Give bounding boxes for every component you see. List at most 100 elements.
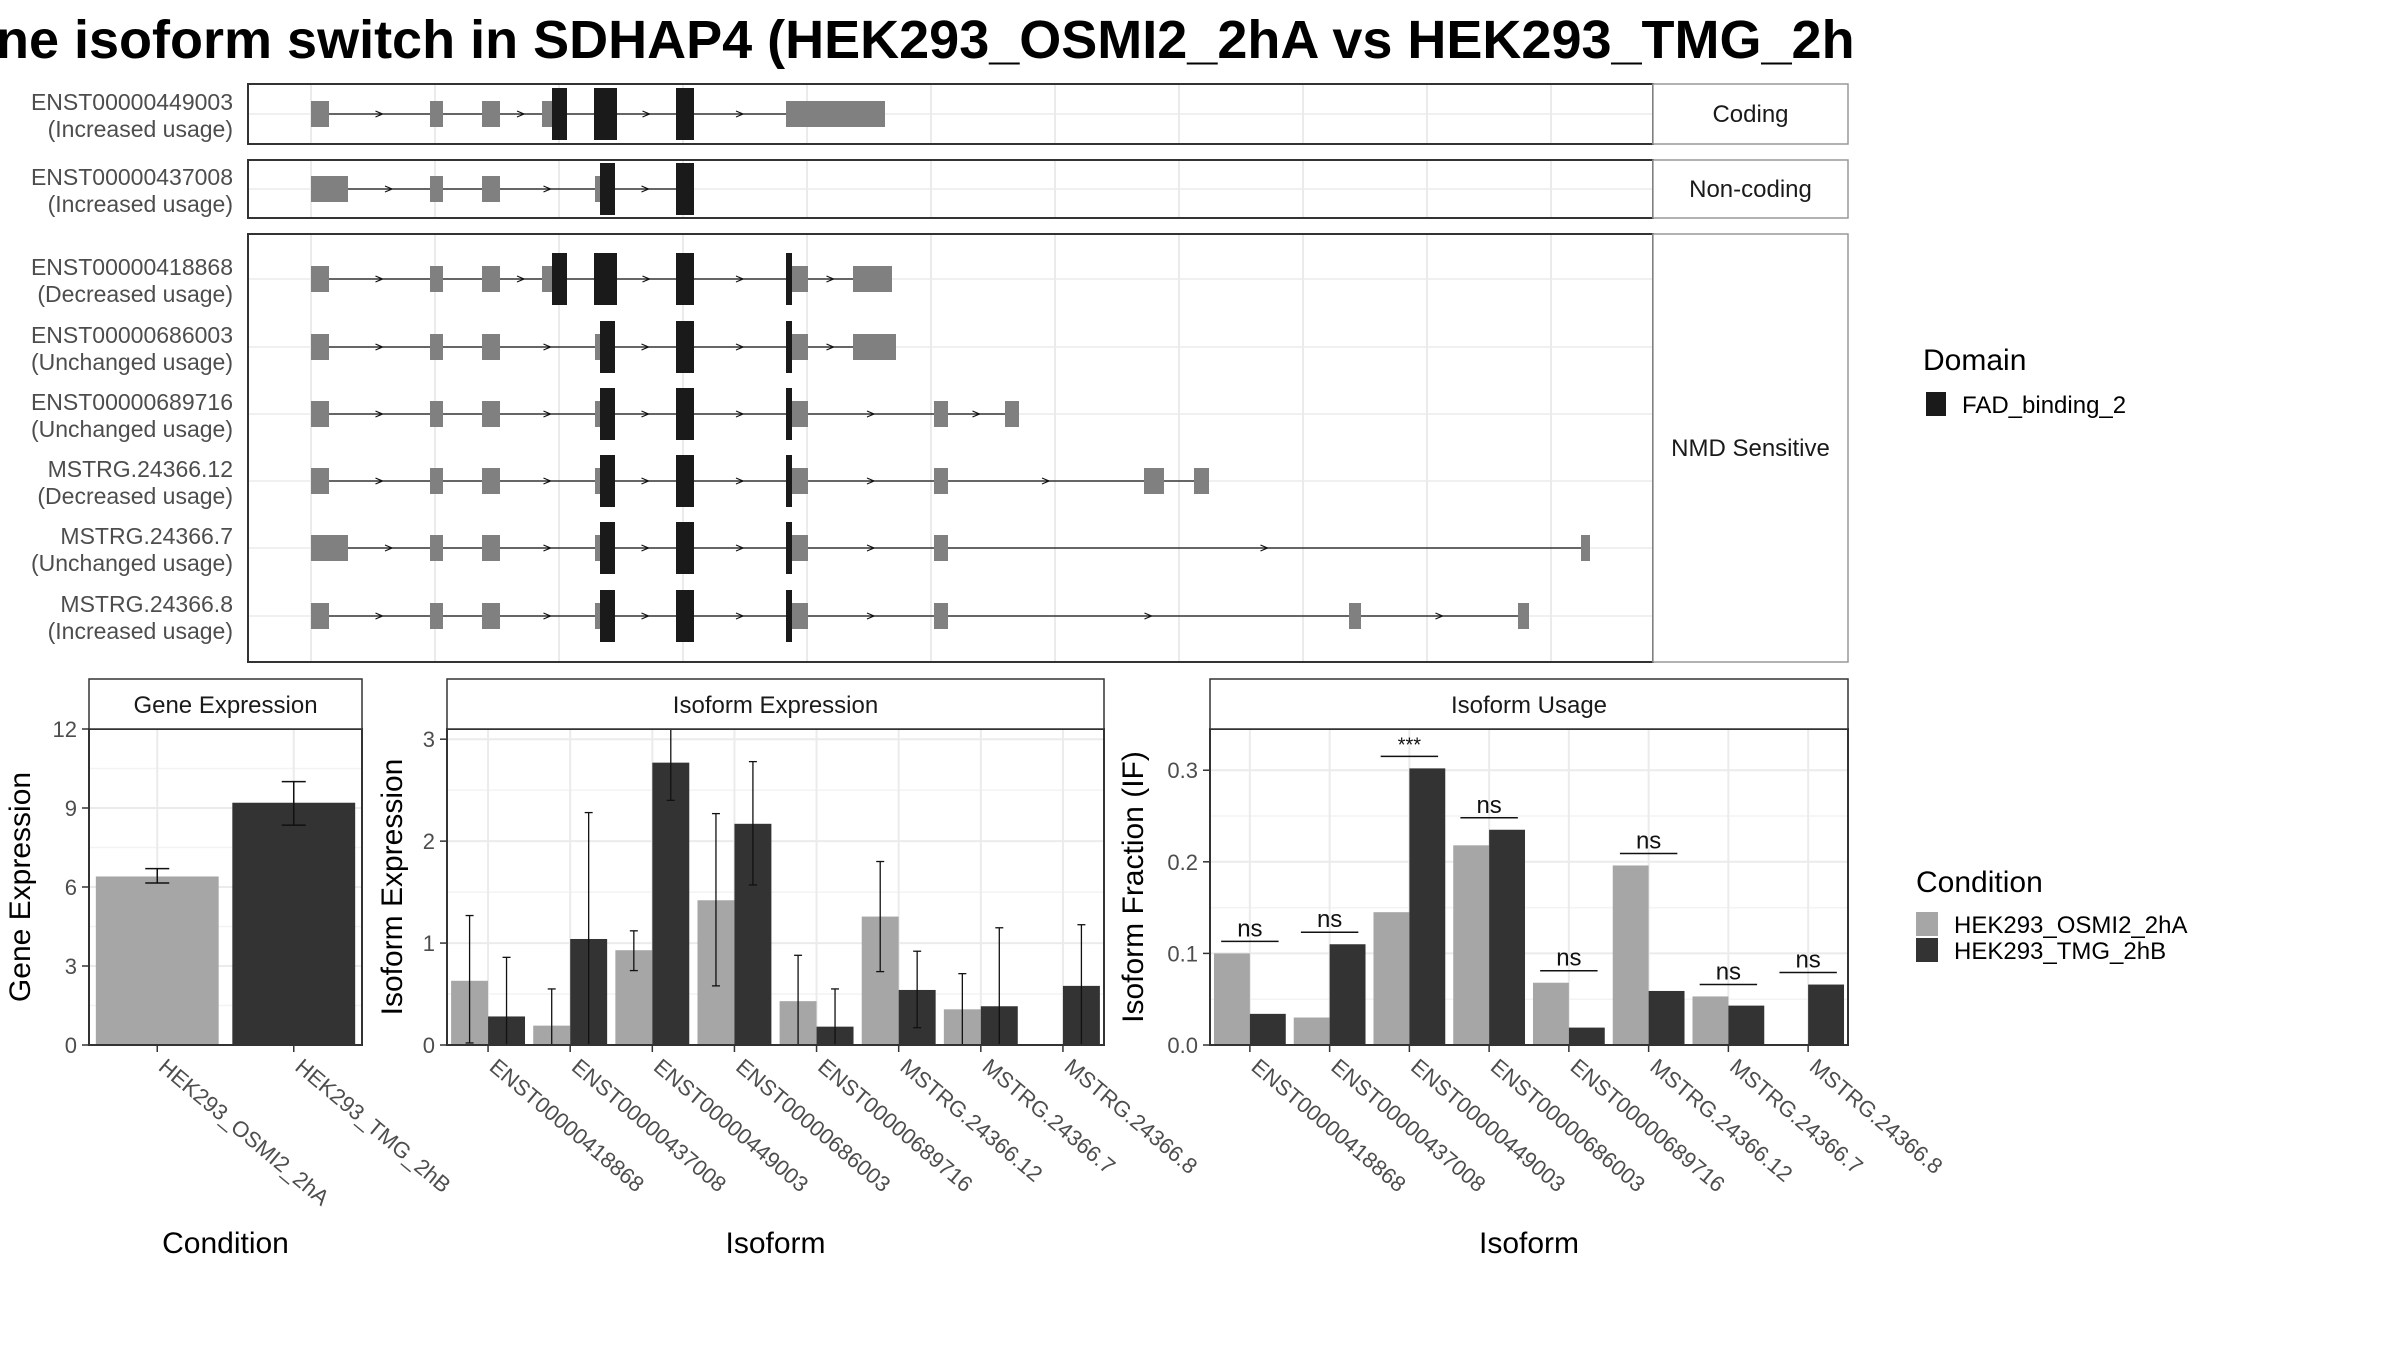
domain-exon [594, 253, 617, 305]
intron-direction-arrow [866, 477, 876, 485]
bar [1648, 990, 1685, 1045]
x-tick-label: ENST00000449003 [649, 1054, 813, 1197]
x-axis-label: Condition [162, 1227, 289, 1260]
y-tick-label: 2 [423, 829, 435, 854]
exon [595, 334, 600, 360]
y-axis-label: Gene Expression [4, 772, 37, 1002]
significance-label: ns [1476, 792, 1501, 819]
exon [482, 401, 500, 427]
intron-direction-arrow [642, 110, 652, 118]
transcript-panel-2: ENST00000437008(Increased usage) Non-codi… [31, 159, 1849, 219]
bar [1568, 1027, 1605, 1045]
isoform-expression-chart: 0123ENST00000418868ENST00000437008ENST00… [376, 678, 1203, 1260]
exon [793, 101, 885, 127]
intron-direction-arrow [375, 410, 385, 418]
intron-direction-arrow [826, 343, 836, 351]
intron-direction-arrow [384, 185, 394, 193]
y-tick-label: 3 [423, 727, 435, 752]
exon [934, 401, 948, 427]
x-tick-label: MSTRG.24366.7 [1725, 1054, 1868, 1179]
intron-direction-arrow [543, 477, 553, 485]
intron-direction-arrow [735, 343, 745, 351]
intron-direction-arrow [543, 544, 553, 552]
panel-category-strip [1652, 233, 1849, 663]
exon [792, 334, 808, 360]
significance-label: ns [1237, 915, 1262, 942]
condition-legend-key-1 [1916, 912, 1938, 936]
intron-direction-arrow [543, 612, 553, 620]
exon [482, 535, 500, 561]
y-tick-label: 0.2 [1167, 850, 1198, 875]
bar [1453, 845, 1490, 1045]
significance-label: *** [1398, 734, 1422, 756]
transcript-id-label: ENST00000449003 [31, 89, 233, 115]
exon [1144, 468, 1164, 494]
exon [595, 603, 600, 629]
domain-exon [786, 321, 792, 373]
bar [1612, 865, 1649, 1045]
exon [1194, 468, 1209, 494]
intron-direction-arrow [384, 544, 394, 552]
panel-category-strip [1652, 83, 1849, 145]
x-tick-label: MSTRG.24366.12 [895, 1054, 1047, 1187]
domain-exon [786, 253, 792, 305]
domain-exon [600, 321, 615, 373]
exon [311, 334, 329, 360]
bar [1293, 1017, 1330, 1045]
plot-background [1210, 729, 1848, 1045]
transcript-structure-row [311, 590, 1529, 642]
transcript-structure-row [311, 455, 1209, 507]
intron-direction-arrow [1144, 612, 1154, 620]
intron-direction-arrow [543, 410, 553, 418]
exon [934, 603, 948, 629]
x-tick-label: MSTRG.24366.8 [1060, 1054, 1203, 1179]
domain-exon [786, 455, 792, 507]
bar [1329, 944, 1366, 1045]
domain-exon [676, 590, 694, 642]
x-tick-label: ENST00000686003 [731, 1054, 895, 1197]
exon [934, 468, 948, 494]
transcript-usage-label: (Decreased usage) [37, 483, 233, 509]
bar [232, 802, 356, 1045]
intron-direction-arrow [375, 477, 385, 485]
intron-direction-arrow [1435, 612, 1445, 620]
y-tick-label: 0.0 [1167, 1033, 1198, 1058]
exon [792, 603, 808, 629]
exon [792, 468, 808, 494]
bar [1373, 912, 1410, 1045]
bar [1692, 996, 1729, 1045]
intron-direction-arrow [866, 612, 876, 620]
chart-title: Isoform Usage [1451, 692, 1607, 719]
intron-direction-arrow [641, 185, 651, 193]
exon [786, 101, 793, 127]
intron-direction-arrow [641, 410, 651, 418]
transcript-structure-row [311, 88, 885, 140]
x-axis-label: Isoform [725, 1227, 825, 1260]
intron-direction-arrow [375, 612, 385, 620]
exon [311, 176, 348, 202]
transcript-usage-label: (Unchanged usage) [31, 416, 233, 442]
transcript-usage-label: (Unchanged usage) [31, 550, 233, 576]
domain-exon [676, 455, 694, 507]
domain-exon [786, 590, 792, 642]
x-tick-label: ENST00000437008 [567, 1054, 731, 1197]
transcript-id-label: ENST00000418868 [31, 254, 233, 280]
transcript-panel-3: ENST00000418868 (Decreased usage) ENST0000… [31, 233, 1849, 663]
domain-exon [552, 88, 567, 140]
transcript-structure-row [311, 388, 1019, 440]
panel-category-label: Non-coding [1689, 176, 1812, 203]
intron-direction-arrow [866, 544, 876, 552]
domain-exon [600, 455, 615, 507]
domain-exon [600, 590, 615, 642]
intron-direction-arrow [641, 544, 651, 552]
exon [430, 266, 443, 292]
exon [430, 176, 443, 202]
domain-exon [676, 163, 694, 215]
transcript-id-label: ENST00000686003 [31, 322, 233, 348]
domain-exon [786, 388, 792, 440]
exon [430, 101, 443, 127]
bar [652, 762, 690, 1045]
chart-title-strip [88, 678, 363, 730]
domain-exon [676, 321, 694, 373]
intron-direction-arrow [735, 110, 745, 118]
